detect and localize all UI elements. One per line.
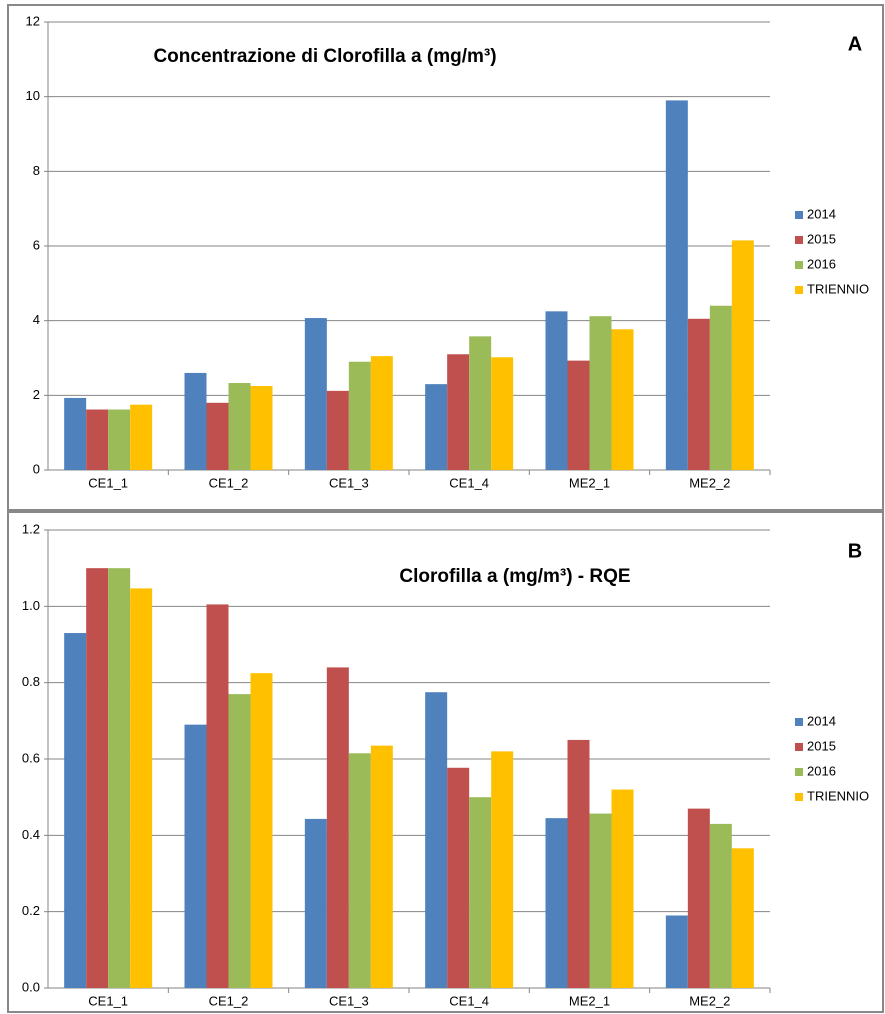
bar [86,409,109,470]
x-tick-label: CE1_3 [329,993,369,1008]
bar [709,305,732,470]
bar [326,390,349,470]
bar [130,404,153,470]
bar [731,240,754,470]
x-tick-label: CE1_1 [88,993,128,1008]
legend-swatch [795,718,803,726]
bar [64,633,87,988]
bar [731,848,754,988]
bar [709,823,732,988]
x-tick-label: ME2_1 [569,475,610,490]
legend-swatch [795,211,803,219]
bar [425,692,448,988]
y-tick-label: 12 [26,13,40,28]
bar [567,739,590,988]
bar [86,568,109,988]
panel-frame [7,511,884,1013]
y-tick-label: 4 [33,312,40,327]
x-tick-label: CE1_4 [449,475,489,490]
legend-swatch [795,236,803,244]
panel-label: B [848,540,862,562]
bar [184,372,207,470]
bar [348,753,371,988]
x-tick-label: CE1_4 [449,993,489,1008]
bar [491,357,514,470]
legend-swatch [795,743,803,751]
bar [108,409,131,470]
bar [228,383,251,470]
y-tick-label: 0.6 [22,750,40,765]
legend-label: 2016 [807,763,836,778]
y-tick-label: 1.0 [22,598,40,613]
legend-label: 2015 [807,231,836,246]
bar [326,667,349,988]
panel-label: A [848,33,862,55]
y-tick-label: 10 [26,88,40,103]
y-tick-label: 1.2 [22,521,40,536]
x-tick-label: CE1_2 [209,475,249,490]
bar [250,386,273,470]
legend-label: TRIENNIO [807,281,869,296]
bar [108,568,131,988]
x-tick-label: CE1_2 [209,993,249,1008]
legend-label: 2014 [807,206,836,221]
y-tick-label: 0.8 [22,674,40,689]
bar [206,402,229,470]
x-tick-label: ME2_2 [689,993,730,1008]
bar [184,724,207,988]
x-tick-label: ME2_1 [569,993,610,1008]
bar [447,354,470,470]
legend-label: TRIENNIO [807,788,869,803]
bar [545,818,568,988]
bar [130,588,153,988]
x-tick-label: CE1_3 [329,475,369,490]
bar [370,356,393,470]
legend-swatch [795,768,803,776]
panel-frame [7,4,884,511]
x-tick-label: ME2_2 [689,475,730,490]
legend-swatch [795,261,803,269]
legend-label: 2016 [807,256,836,271]
chart-title: Clorofilla a (mg/m³) - RQE [399,566,630,587]
bar [687,318,710,470]
bar [469,797,492,988]
bar [589,813,612,988]
bar [304,318,327,470]
bar [665,915,688,988]
bar [665,100,688,471]
y-tick-label: 0 [33,461,40,476]
bar [469,336,492,470]
bar [304,818,327,988]
bar [370,745,393,988]
bar [567,360,590,470]
legend-swatch [795,793,803,801]
bar [348,361,371,470]
bar [611,329,634,470]
chart-title: Concentrazione di Clorofilla a (mg/m³) [153,46,496,67]
legend-label: 2015 [807,738,836,753]
bar [228,694,251,988]
y-tick-label: 0.4 [22,827,40,842]
bar [250,673,273,988]
bar [447,767,470,988]
bar [589,316,612,470]
bar [687,808,710,988]
y-tick-label: 8 [33,163,40,178]
bar [64,397,87,470]
bar [425,384,448,470]
y-tick-label: 0.0 [22,979,40,994]
y-tick-label: 0.2 [22,903,40,918]
bar [491,751,514,988]
legend-swatch [795,286,803,294]
y-tick-label: 6 [33,237,40,252]
bar [545,311,568,470]
bar [611,789,634,988]
bar [206,604,229,988]
x-tick-label: CE1_1 [88,475,128,490]
legend-label: 2014 [807,713,836,728]
y-tick-label: 2 [33,387,40,402]
